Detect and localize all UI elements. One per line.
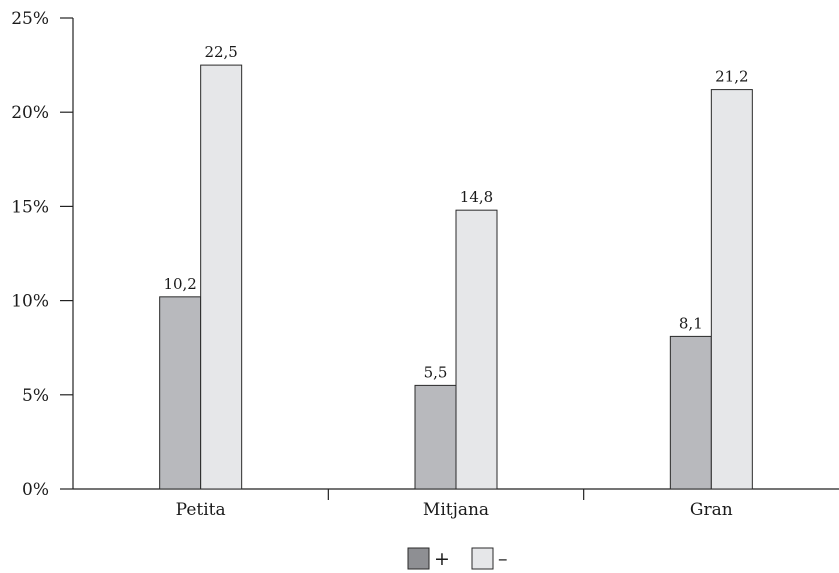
- labels: Petita 10,2 22,5 Mitjana 5,5 14,8 Gran 8,1 21,2: [163, 43, 748, 520]
- bar-minus-mitjana: [455, 209, 498, 490]
- y-tick-label: 25%: [11, 9, 49, 29]
- y-tick-label: 20%: [11, 103, 49, 123]
- bar-plus-mitjana: [414, 384, 457, 490]
- bar-minus-petita: [200, 64, 243, 490]
- legend-swatch: [471, 547, 494, 570]
- y-tick-label: 5%: [22, 386, 49, 406]
- y-tick-label: 0%: [22, 480, 49, 500]
- bar-minus-gran: [710, 89, 753, 490]
- y-tick-label: 15%: [11, 197, 49, 217]
- x-tick-label: Gran: [690, 500, 733, 520]
- y-tick-label: 10%: [11, 292, 49, 312]
- bars: [159, 64, 753, 490]
- data-label: 14,8: [460, 188, 493, 206]
- data-label: 8,1: [679, 314, 703, 332]
- legend-label: +: [434, 548, 450, 570]
- bar-plus-gran: [669, 335, 712, 490]
- data-label: 10,2: [163, 275, 196, 293]
- data-label: 21,2: [715, 68, 748, 86]
- legend-label: –: [498, 548, 508, 570]
- legend-swatch: [407, 547, 430, 570]
- x-tick-label: Petita: [176, 500, 226, 520]
- x-tick-label: Mitjana: [423, 500, 489, 520]
- bar-plus-petita: [159, 296, 202, 490]
- data-label: 5,5: [424, 363, 448, 381]
- data-label: 22,5: [204, 43, 237, 61]
- legend: + –: [407, 547, 508, 570]
